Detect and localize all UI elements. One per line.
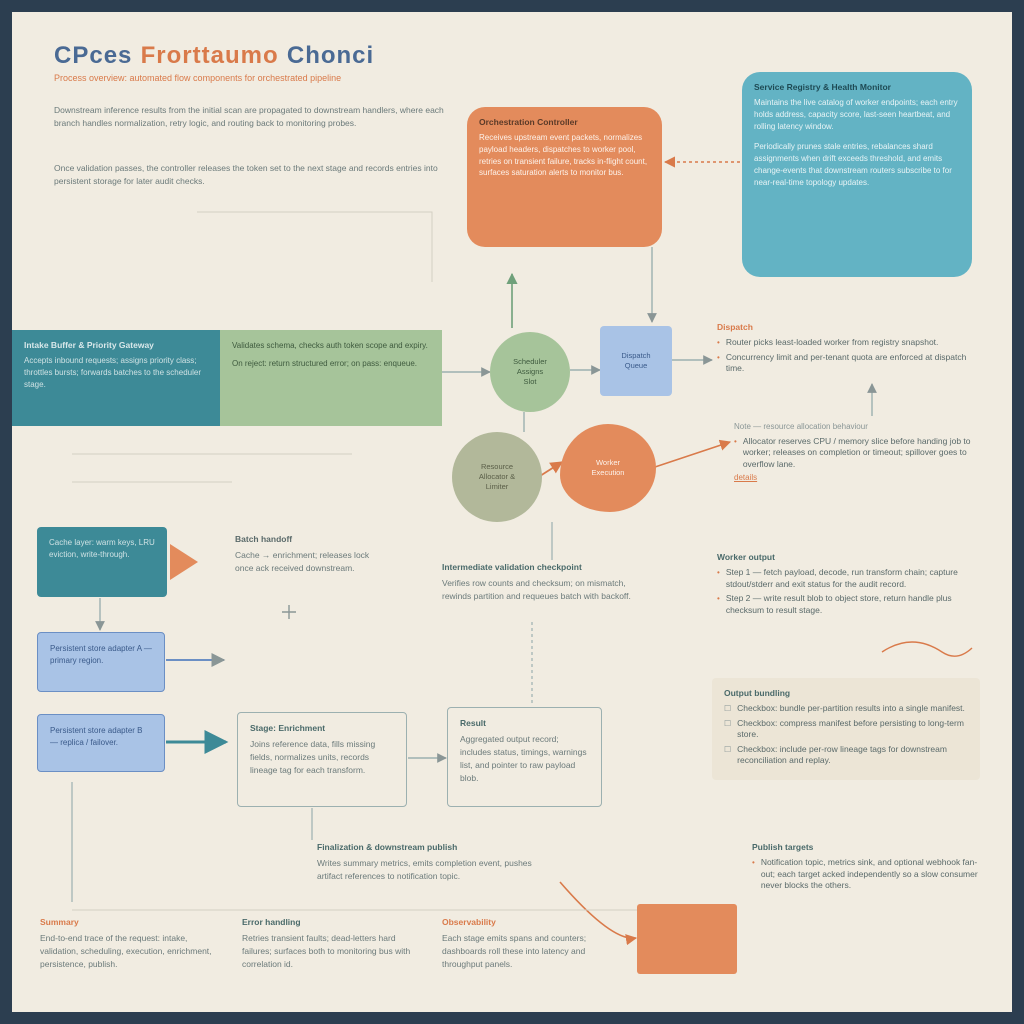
node-intake-body: Accepts inbound requests; assigns priori… <box>24 355 208 391</box>
node-worker: Worker Execution <box>560 424 656 512</box>
footer-observability: Observability Each stage emits spans and… <box>442 917 617 971</box>
note-finalization: Finalization & downstream publish Writes… <box>317 842 557 883</box>
node-store-b: Persistent store adapter B — replica / f… <box>37 714 165 772</box>
link-details[interactable]: details <box>734 473 979 484</box>
intro-para-a: Downstream inference results from the in… <box>54 104 444 130</box>
section-allocation-note: Note — resource allocation behaviour •Al… <box>734 422 979 484</box>
node-allocator: Resource Allocator & Limiter <box>452 432 542 522</box>
page-title: CPces Frorttaumo Chonci <box>54 40 374 72</box>
node-validate: Validates schema, checks auth token scop… <box>220 330 442 426</box>
node-publish-target <box>637 904 737 974</box>
diagram-canvas: CPces Frorttaumo Chonci Process overview… <box>12 12 1012 1012</box>
node-orchestration: Orchestration Controller Receives upstre… <box>467 107 662 247</box>
section-publish: Publish targets •Notification topic, met… <box>752 842 987 895</box>
node-validate-body-b: On reject: return structured error; on p… <box>232 358 430 370</box>
node-registry-title: Service Registry & Health Monitor <box>754 82 960 93</box>
node-intake: Intake Buffer & Priority Gateway Accepts… <box>12 330 220 426</box>
page-subtitle: Process overview: automated flow compone… <box>54 72 474 84</box>
node-dispatch-queue: Dispatch Queue <box>600 326 672 396</box>
note-checkpoint: Intermediate validation checkpoint Verif… <box>442 562 647 603</box>
node-result: Result Aggregated output record; include… <box>447 707 602 807</box>
node-validate-body-a: Validates schema, checks auth token scop… <box>232 340 430 352</box>
arrow-cache-icon <box>170 544 198 580</box>
intro-para-b: Once validation passes, the controller r… <box>54 162 444 188</box>
node-orchestration-body: Receives upstream event packets, normali… <box>479 132 650 178</box>
section-worker-output: Worker output •Step 1 — fetch payload, d… <box>717 552 977 619</box>
section-output-bundling: Output bundling ☐Checkbox: bundle per-pa… <box>712 678 980 780</box>
footer-summary: Summary End-to-end trace of the request:… <box>40 917 215 971</box>
node-registry: Service Registry & Health Monitor Mainta… <box>742 72 972 277</box>
node-intake-title: Intake Buffer & Priority Gateway <box>24 340 208 351</box>
node-registry-body-b: Periodically prunes stale entries, rebal… <box>754 141 960 189</box>
node-cache: Cache layer: warm keys, LRU eviction, wr… <box>37 527 167 597</box>
node-store-a: Persistent store adapter A — primary reg… <box>37 632 165 692</box>
node-orchestration-title: Orchestration Controller <box>479 117 650 128</box>
note-batch-handoff: Batch handoff Cache → enrichment; releas… <box>235 534 385 575</box>
node-registry-body-a: Maintains the live catalog of worker end… <box>754 97 960 133</box>
section-dispatch: Dispatch •Router picks least-loaded work… <box>717 322 977 378</box>
node-scheduler: Scheduler Assigns Slot <box>490 332 570 412</box>
node-enrichment: Stage: Enrichment Joins reference data, … <box>237 712 407 807</box>
footer-errors: Error handling Retries transient faults;… <box>242 917 417 971</box>
